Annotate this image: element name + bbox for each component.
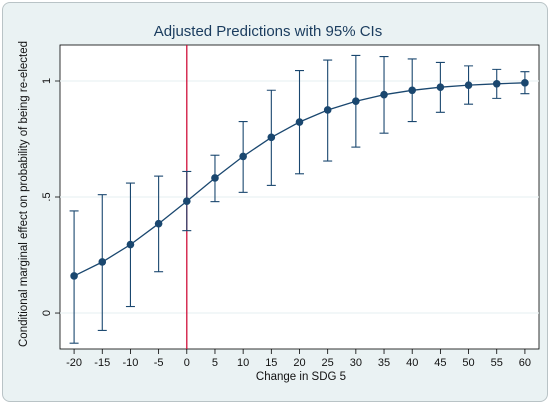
data-point (295, 118, 304, 126)
y-tick-label: 0 (41, 310, 53, 316)
data-point (521, 79, 529, 87)
x-tick-label: 20 (293, 357, 305, 369)
data-point (239, 152, 247, 161)
x-tick-label: 15 (265, 357, 277, 369)
x-tick-label: -5 (154, 357, 164, 369)
data-point (126, 240, 135, 249)
x-tick-label: 5 (212, 357, 218, 369)
x-tick-label: -10 (122, 357, 138, 369)
data-point (380, 90, 388, 99)
y-axis-label: Conditional marginal effect on probabili… (18, 41, 30, 347)
data-point (267, 133, 276, 142)
x-tick-label: 45 (434, 357, 446, 369)
data-point (352, 97, 360, 105)
y-tick-label: .5 (41, 192, 53, 201)
data-point (98, 258, 107, 266)
y-tick-label: 1 (41, 78, 53, 84)
data-point (211, 174, 219, 182)
data-point (154, 219, 163, 228)
x-tick-label: 30 (350, 357, 362, 369)
data-point (492, 79, 501, 88)
data-point (408, 86, 417, 95)
data-point (323, 106, 332, 114)
x-tick-label: -15 (94, 357, 110, 369)
chart-title: Adjusted Predictions with 95% CIs (154, 23, 382, 40)
x-tick-label: 35 (378, 357, 390, 369)
data-point (436, 83, 445, 92)
data-point (182, 197, 191, 205)
data-point (70, 272, 78, 280)
x-tick-label: 25 (322, 357, 334, 369)
data-point (464, 81, 473, 89)
chart-svg: Adjusted Predictions with 95% CIs -20 -15… (18, 23, 540, 383)
x-tick-label: -20 (66, 357, 82, 369)
x-tick-label: 50 (462, 357, 474, 369)
x-axis-label: Change in SDG 5 (256, 371, 346, 383)
x-tick-label: 60 (519, 357, 531, 369)
x-tick-label: 0 (184, 357, 190, 369)
x-tick-label: 55 (491, 357, 503, 369)
x-tick-label: 10 (237, 357, 249, 369)
x-tick-label: 40 (406, 357, 418, 369)
